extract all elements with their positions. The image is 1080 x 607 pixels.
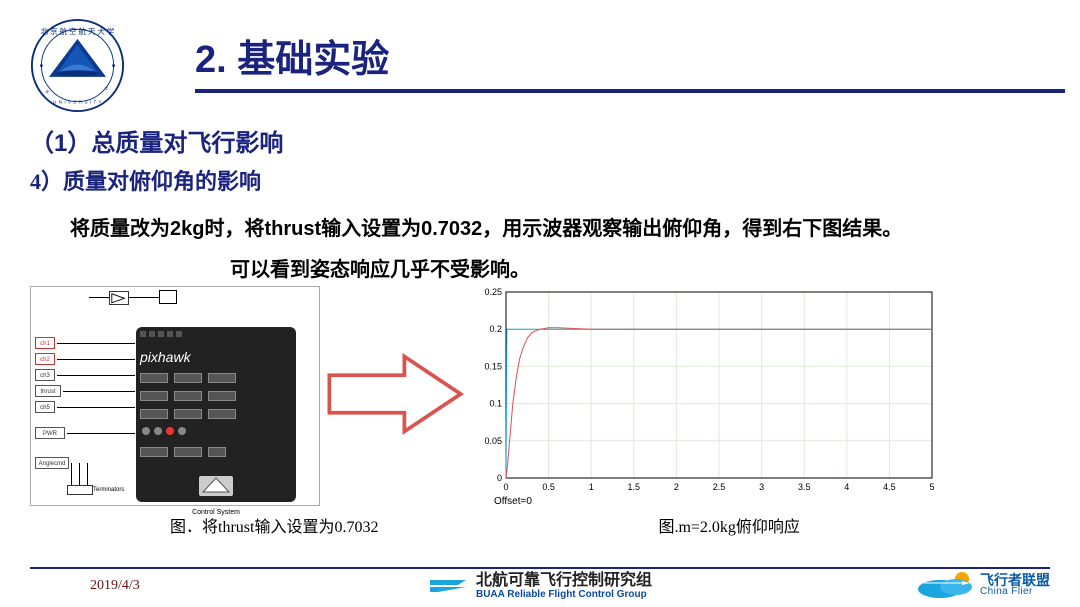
diagram-caption: 图．将thrust输入设置为0.7032 xyxy=(170,513,378,537)
svg-text:0.15: 0.15 xyxy=(484,361,502,371)
footer-date: 2019/4/3 xyxy=(90,578,140,594)
university-logo: 北 京 航 空 航 天 大 学 U N I V E R S I T Y B G xyxy=(30,18,125,113)
org-cn: 北航可靠飞行控制研究组 xyxy=(476,572,652,590)
title-underline xyxy=(195,89,1065,93)
subsection-2: 4）质量对俯仰角的影响 xyxy=(30,164,1050,196)
svg-text:0: 0 xyxy=(497,473,502,483)
title-block: 2. 基础实验 xyxy=(195,28,1065,93)
flier-text: 飞行者联盟 China Flier xyxy=(980,573,1050,597)
port-power: PWR xyxy=(35,427,65,439)
label-terminators: Terminators xyxy=(93,487,124,493)
org-text: 北航可靠飞行控制研究组 BUAA Reliable Flight Control… xyxy=(476,572,652,601)
content-row: ch1 ch2 ch3 thrust ch5 PWR Anglecmd Term… xyxy=(30,286,1050,507)
svg-text:2: 2 xyxy=(674,482,679,492)
arrow-pad-icon xyxy=(199,476,233,496)
response-chart: 0 0.5 1 1.5 2 2.5 3 3.5 4 4.5 5 0 0.05 0.1 0.15 0.2 0.25… xyxy=(470,286,940,507)
gain-block-icon xyxy=(109,291,129,305)
chart-offset-label: Offset=0 xyxy=(494,496,940,507)
wire-icon xyxy=(57,359,135,360)
svg-text:1.5: 1.5 xyxy=(628,482,641,492)
chart-caption: 图.m=2.0kg俯仰响应 xyxy=(658,513,799,537)
wire-icon xyxy=(89,297,109,298)
inport-thrust: thrust xyxy=(35,385,61,397)
footer-org: 北航可靠飞行控制研究组 BUAA Reliable Flight Control… xyxy=(428,572,652,601)
description-line-1: 将质量改为2kg时，将thrust输入设置为0.7032，用示波器观察输出俯仰角… xyxy=(70,212,1050,241)
svg-text:0.1: 0.1 xyxy=(489,399,502,409)
port-anglecmd: Anglecmd xyxy=(35,457,69,469)
svg-text:0.5: 0.5 xyxy=(542,482,555,492)
terminator-block-icon xyxy=(67,485,93,495)
svg-text:3: 3 xyxy=(759,482,764,492)
org-logo-icon xyxy=(428,572,468,601)
wire-icon xyxy=(67,433,135,434)
wire-icon xyxy=(71,463,72,487)
wire-icon xyxy=(129,297,159,298)
slide: 北 京 航 空 航 天 大 学 U N I V E R S I T Y B G … xyxy=(0,0,1080,607)
svg-text:3.5: 3.5 xyxy=(798,482,811,492)
pixhawk-brand: pixhawk xyxy=(140,349,292,365)
slide-title: 2. 基础实验 xyxy=(195,28,1065,83)
wire-icon xyxy=(87,463,88,487)
wire-icon xyxy=(57,343,135,344)
footer: 2019/4/3 北航可靠飞行控制研究组 BUAA Reliable Fligh… xyxy=(0,569,1080,603)
wire-icon xyxy=(79,463,80,487)
inport-ch1: ch1 xyxy=(35,337,55,349)
inport-ch2: ch2 xyxy=(35,353,55,365)
pixhawk-caption: Control System xyxy=(192,509,240,516)
svg-text:1: 1 xyxy=(589,482,594,492)
svg-text:0: 0 xyxy=(503,482,508,492)
header: 北 京 航 空 航 天 大 学 U N I V E R S I T Y B G … xyxy=(30,18,1050,113)
flier-en: China Flier xyxy=(980,587,1050,597)
svg-text:5: 5 xyxy=(929,482,934,492)
svg-text:北 京 航 空 航 天 大 学: 北 京 航 空 航 天 大 学 xyxy=(40,26,114,36)
svg-text:2.5: 2.5 xyxy=(713,482,726,492)
org-en: BUAA Reliable Flight Control Group xyxy=(476,589,652,600)
simulink-diagram: ch1 ch2 ch3 thrust ch5 PWR Anglecmd Term… xyxy=(30,286,320,506)
subsection-1: （1）总质量对飞行影响 xyxy=(30,123,1050,158)
description-line-2: 可以看到姿态响应几乎不受影响。 xyxy=(230,253,1050,282)
svg-text:0.25: 0.25 xyxy=(484,287,502,297)
svg-text:4.5: 4.5 xyxy=(883,482,896,492)
pixhawk-image: pixhawk Control System xyxy=(136,327,296,502)
svg-text:4: 4 xyxy=(844,482,849,492)
caption-row: 图．将thrust输入设置为0.7032 图.m=2.0kg俯仰响应 xyxy=(30,513,1050,537)
flier-cn: 飞行者联盟 xyxy=(980,573,1050,587)
constant-block-icon xyxy=(159,290,177,304)
arrow-icon xyxy=(320,344,470,449)
wire-icon xyxy=(57,407,135,408)
wire-icon xyxy=(57,375,135,376)
inport-ch3: ch3 xyxy=(35,369,55,381)
flier-logo: 飞行者联盟 China Flier xyxy=(918,569,1050,601)
svg-text:0.05: 0.05 xyxy=(484,436,502,446)
svg-text:U N I V E R S I T Y: U N I V E R S I T Y xyxy=(53,100,103,106)
svg-text:0.2: 0.2 xyxy=(489,324,502,334)
wire-icon xyxy=(63,391,135,392)
inport-ch5: ch5 xyxy=(35,401,55,413)
